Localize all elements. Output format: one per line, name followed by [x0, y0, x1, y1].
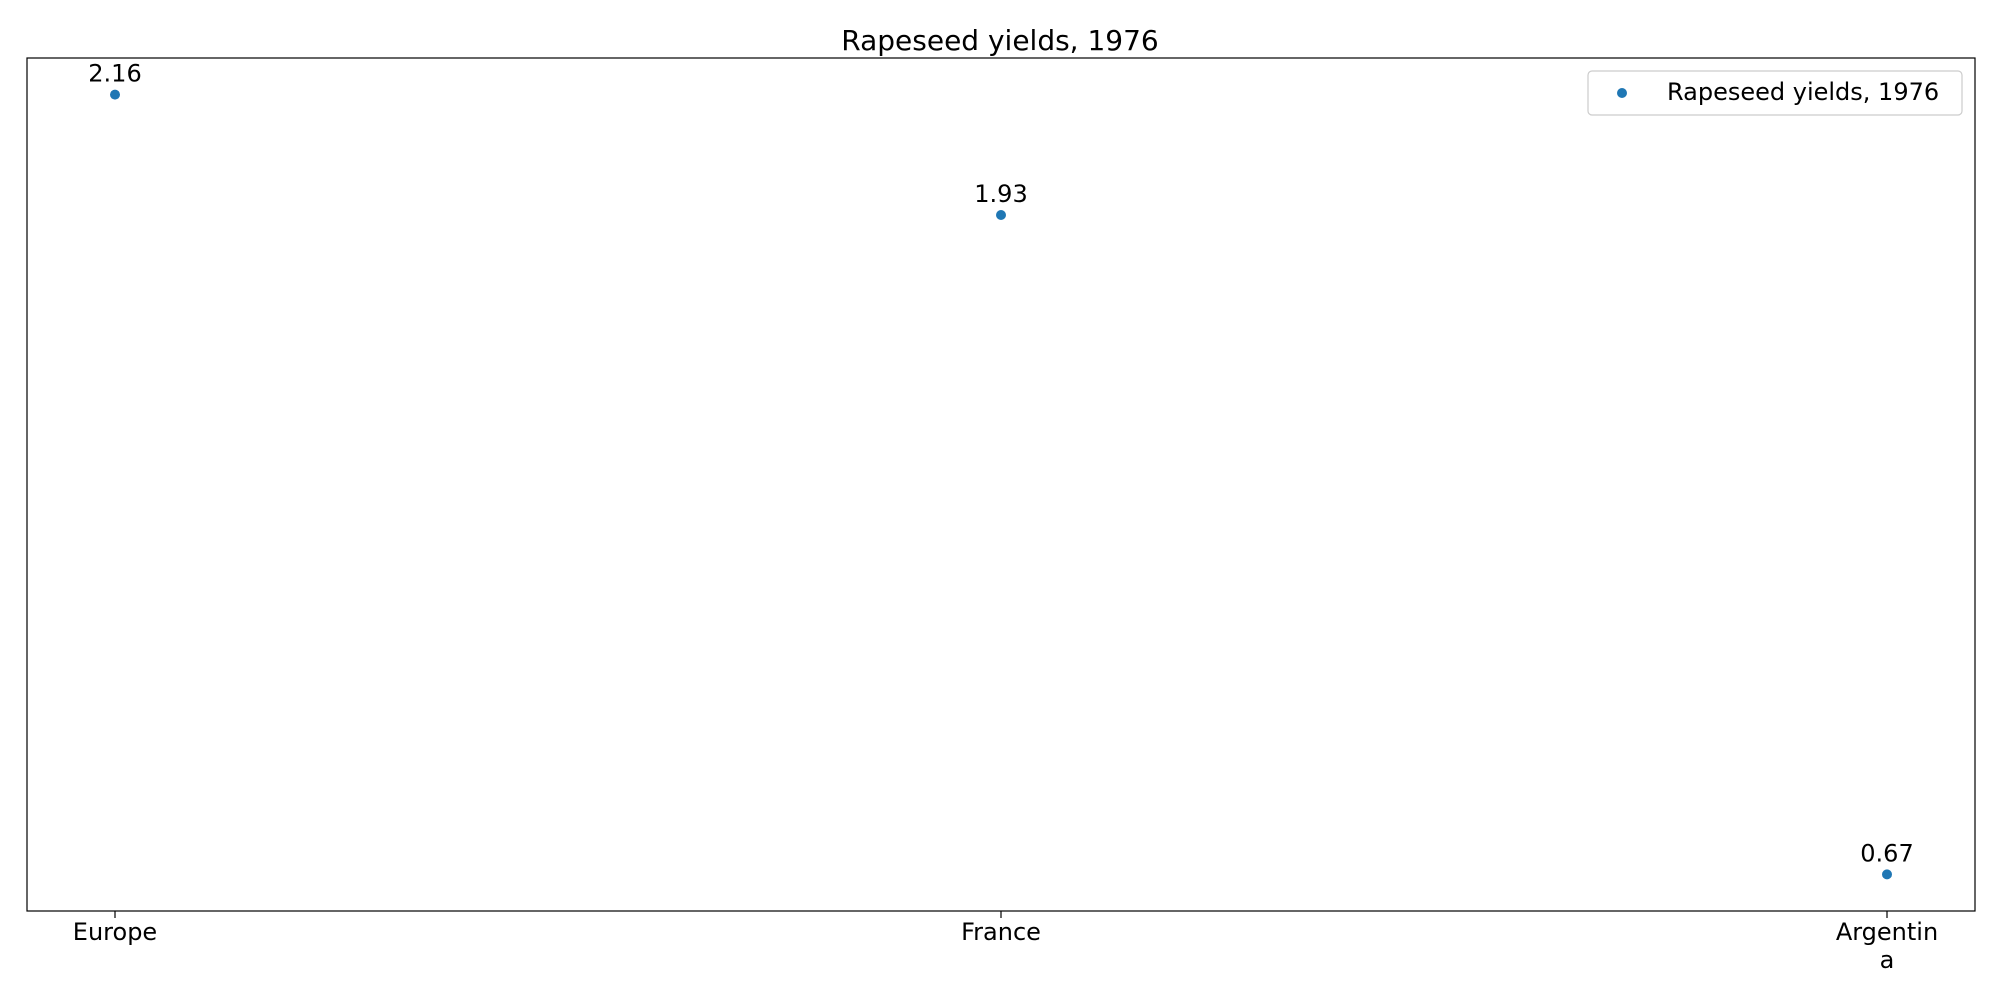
data-labels: 2.16 1.93 0.67	[88, 60, 1913, 868]
legend-box	[1587, 70, 1963, 116]
x-axis: Europe France Argentin a	[73, 911, 1938, 974]
x-tick-label: France	[961, 918, 1041, 946]
legend: Rapeseed yields, 1976	[1587, 70, 1963, 116]
legend-marker	[1617, 88, 1627, 98]
data-points	[110, 89, 1892, 880]
chart-title: Rapeseed yields, 1976	[841, 24, 1159, 57]
x-tick-label: Argentin a	[1836, 918, 1938, 974]
data-point	[1882, 869, 1892, 880]
legend-label: Rapeseed yields, 1976	[1667, 78, 1939, 106]
data-label: 2.16	[88, 60, 141, 88]
x-tick-label: Europe	[73, 918, 157, 946]
data-point	[996, 209, 1006, 220]
data-label: 1.93	[974, 180, 1027, 208]
data-point	[110, 89, 120, 100]
data-label: 0.67	[1860, 839, 1913, 867]
